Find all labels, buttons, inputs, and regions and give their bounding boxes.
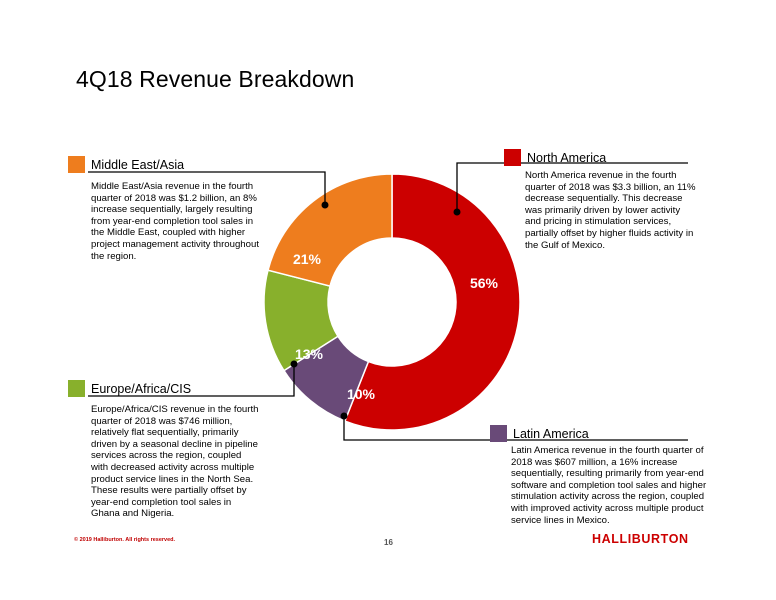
- description-middle-east-asia: Middle East/Asia revenue in the fourth q…: [91, 181, 259, 262]
- legend-latin-america: Latin America: [490, 425, 589, 442]
- page-title: 4Q18 Revenue Breakdown: [76, 66, 355, 92]
- slice-label-europe-africa-cis: 13%: [295, 346, 324, 362]
- slice-north-america: [343, 173, 521, 431]
- slice-label-latin-america: 10%: [347, 386, 376, 402]
- swatch-europe-africa-cis: [68, 380, 85, 397]
- swatch-north-america: [504, 149, 521, 166]
- leader-line-north-america: [456, 162, 688, 212]
- region-name-middle-east-asia: Middle East/Asia: [91, 157, 185, 172]
- page-number: 16: [384, 538, 393, 547]
- legend-north-america: North America: [504, 149, 606, 166]
- slice-label-north-america: 56%: [470, 275, 499, 291]
- leader-dot-europe-africa-cis: [290, 360, 298, 368]
- description-latin-america: Latin America revenue in the fourth quar…: [511, 445, 707, 526]
- footer-copyright: © 2019 Halliburton. All rights reserved.: [74, 537, 176, 543]
- swatch-latin-america: [490, 425, 507, 442]
- leader-dot-latin-america: [340, 412, 348, 420]
- leader-dot-middle-east-asia: [321, 201, 329, 209]
- legend-europe-africa-cis: Europe/Africa/CIS: [68, 380, 191, 397]
- slice-middle-east-asia: [267, 173, 393, 287]
- leader-line-middle-east-asia: [88, 171, 326, 205]
- leader-dot-north-america: [453, 208, 461, 216]
- slice-label-middle-east-asia: 21%: [293, 251, 322, 267]
- legend-middle-east-asia: Middle East/Asia: [68, 156, 184, 173]
- swatch-middle-east-asia: [68, 156, 85, 173]
- region-name-latin-america: Latin America: [513, 426, 589, 441]
- leader-line-europe-africa-cis: [88, 364, 295, 397]
- description-europe-africa-cis: Europe/Africa/CIS revenue in the fourth …: [91, 404, 259, 520]
- leader-line-latin-america: [343, 416, 688, 441]
- description-north-america: North America revenue in the fourth quar…: [525, 170, 696, 251]
- halliburton-logo: HALLIBURTON: [592, 532, 689, 546]
- region-name-north-america: North America: [527, 150, 607, 165]
- region-name-europe-africa-cis: Europe/Africa/CIS: [91, 381, 192, 396]
